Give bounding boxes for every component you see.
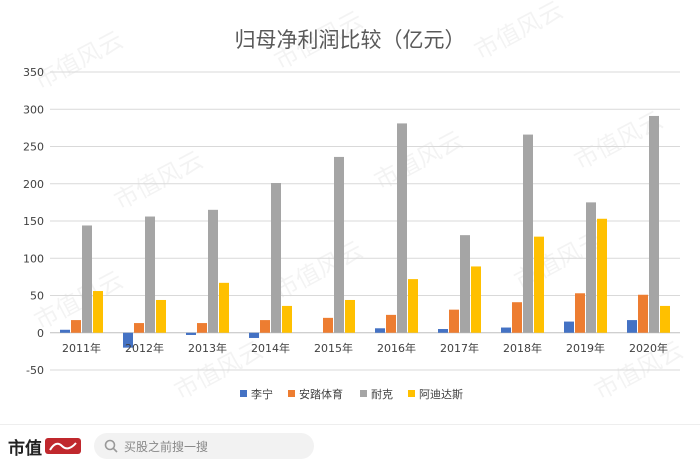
y-axis: -50 0 50 100 150 200 250 300 350: [23, 66, 44, 377]
bar-3-3: [282, 305, 292, 333]
bar-1-8: [575, 293, 585, 333]
bar-1-2: [197, 323, 207, 333]
bar-1-4: [323, 317, 333, 333]
bar-2-0: [82, 225, 92, 333]
y-tick-label: 200: [23, 178, 44, 191]
legend-label: 阿迪达斯: [419, 388, 463, 401]
watermark-text: 市值风云: [470, 0, 568, 65]
x-tick-label: 2016年: [377, 341, 416, 355]
gridlines: [50, 71, 680, 371]
bar-2-8: [586, 202, 596, 333]
bar-3-6: [471, 266, 481, 333]
search-box[interactable]: 买股之前搜一搜: [94, 433, 314, 459]
bar-1-0: [71, 320, 81, 333]
x-tick-label: 2017年: [440, 341, 479, 355]
watermark-text: 市值风云: [30, 26, 128, 96]
bar-1-1: [134, 323, 144, 333]
watermark-text: 市值风云: [270, 236, 368, 306]
legend-swatch: [288, 390, 295, 397]
search-icon: [104, 439, 118, 453]
x-tick-label: 2015年: [314, 341, 353, 355]
bar-2-4: [334, 156, 344, 333]
legend-swatch: [408, 390, 415, 397]
x-tick-label: 2012年: [125, 341, 164, 355]
watermark-text: 市值风云: [370, 126, 468, 196]
y-tick-label: 100: [23, 252, 44, 265]
y-tick-label: 250: [23, 141, 44, 154]
brand-mark-icon: [45, 438, 81, 454]
chart-title: 归母净利润比较（亿元）: [235, 28, 466, 52]
x-axis: 2011年 2012年 2013年 2014年 2015年 2016年 2017年 2018年…: [62, 341, 668, 355]
bar-3-7: [534, 236, 544, 333]
bar-1-7: [512, 302, 522, 333]
bar-2-9: [649, 115, 659, 333]
bar-2-3: [271, 183, 281, 333]
bars: [60, 115, 670, 348]
x-tick-label: 2020年: [629, 341, 668, 355]
y-tick-label: 350: [23, 66, 44, 79]
search-placeholder: 买股之前搜一搜: [124, 439, 209, 454]
footer-bar: 市值 买股之前搜一搜: [0, 424, 700, 467]
legend-label: 李宁: [251, 387, 273, 401]
bar-3-4: [345, 299, 355, 333]
legend: 李宁 安踏体育 耐克 阿迪达斯: [240, 387, 463, 401]
x-tick-label: 2011年: [62, 341, 101, 355]
bar-2-5: [397, 123, 407, 333]
bar-0-5: [375, 328, 385, 333]
y-tick-label: 50: [30, 290, 44, 303]
y-tick-label: 0: [37, 327, 44, 340]
bar-0-9: [627, 320, 637, 333]
bar-0-6: [438, 329, 448, 333]
bar-0-2: [186, 332, 196, 335]
x-tick-label: 2019年: [566, 341, 605, 355]
bar-2-6: [460, 235, 470, 333]
legend-label: 耐克: [371, 388, 393, 401]
bar-0-0: [60, 329, 70, 333]
bar-3-2: [219, 282, 229, 333]
bar-0-3: [249, 332, 259, 338]
x-tick-label: 2014年: [251, 341, 290, 355]
legend-swatch: [360, 390, 367, 397]
legend-swatch: [240, 390, 247, 397]
bar-1-9: [638, 294, 648, 333]
bar-3-9: [660, 305, 670, 333]
y-tick-label: 150: [23, 215, 44, 228]
bar-2-7: [523, 134, 533, 333]
bar-1-6: [449, 309, 459, 333]
bar-1-3: [260, 320, 270, 333]
bar-0-7: [501, 327, 511, 333]
brand-logo[interactable]: 市值: [8, 434, 84, 459]
y-tick-label: -50: [26, 364, 44, 377]
bar-0-8: [564, 321, 574, 333]
x-tick-label: 2013年: [188, 341, 227, 355]
bar-2-1: [145, 216, 155, 333]
legend-label: 安踏体育: [299, 387, 343, 401]
bar-3-1: [156, 299, 166, 333]
y-tick-label: 300: [23, 103, 44, 116]
bar-3-8: [597, 218, 607, 333]
bar-1-5: [386, 314, 396, 333]
watermark-text: 市值风云: [110, 146, 208, 216]
bar-3-5: [408, 279, 418, 333]
bar-2-2: [208, 209, 218, 333]
x-tick-label: 2018年: [503, 341, 542, 355]
brand-text: 市值: [8, 438, 42, 459]
bar-3-0: [93, 291, 103, 333]
bar-0-1: [123, 332, 133, 348]
chart-area: 市值风云市值风云市值风云市值风云市值风云市值风云市值风云市值风云市值风云市值风云…: [23, 0, 688, 406]
bar-chart: 市值风云市值风云市值风云市值风云市值风云市值风云市值风云市值风云市值风云市值风云…: [23, 0, 688, 405]
